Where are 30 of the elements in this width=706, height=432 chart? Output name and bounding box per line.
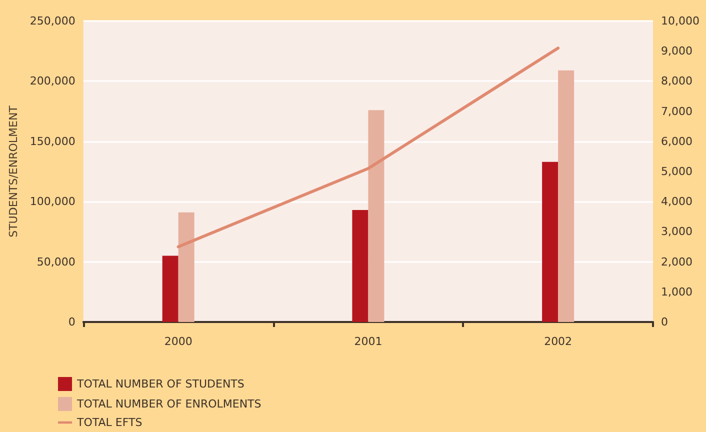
y2-tick-label: 8,000 [661, 74, 692, 88]
legend-label: TOTAL EFTS [76, 416, 142, 429]
y2-tick-label: 0 [661, 316, 668, 328]
legend-label: TOTAL NUMBER OF ENROLMENTS [76, 398, 262, 410]
y2-tick-label: 3,000 [661, 225, 692, 238]
bar [178, 212, 194, 322]
y2-tick-label: 7,000 [661, 104, 692, 118]
bar [162, 256, 178, 322]
y-tick-label: 50,000 [36, 255, 76, 268]
y2-tick-label: 5,000 [661, 165, 692, 178]
y-axis-title: STUDENTS/ENROLMENT [7, 105, 20, 238]
y-tick-label: 100,000 [30, 195, 76, 208]
y2-tick-label: 2,000 [661, 255, 692, 268]
y2-tick-label: 10,000 [661, 14, 700, 28]
y2-tick-label: 6,000 [661, 134, 692, 148]
y-tick-label: 200,000 [30, 74, 76, 88]
y2-tick-label: 1,000 [661, 285, 692, 298]
bar [352, 210, 368, 322]
y-tick-label: 250,000 [30, 14, 76, 28]
y-tick-label: 0 [68, 316, 76, 328]
x-tick-label: 2000 [164, 335, 192, 348]
bar [558, 70, 574, 322]
legend-label: TOTAL NUMBER OF STUDENTS [76, 378, 244, 390]
bar [542, 162, 558, 322]
y2-tick-label: 9,000 [661, 44, 692, 58]
x-tick-label: 2002 [544, 335, 572, 348]
x-tick-label: 2001 [354, 335, 382, 348]
y-tick-label: 150,000 [30, 134, 76, 148]
y2-tick-label: 4,000 [661, 195, 692, 208]
bar [368, 110, 384, 322]
